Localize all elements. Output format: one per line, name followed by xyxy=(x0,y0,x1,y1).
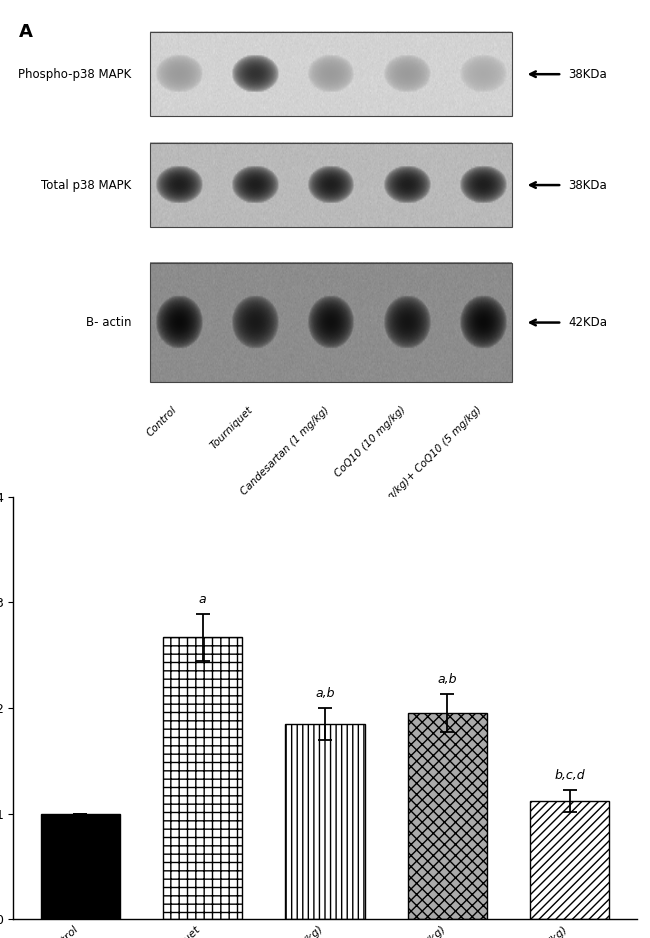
Text: b,c,d: b,c,d xyxy=(554,769,585,782)
Bar xyxy=(530,801,610,919)
Text: 42KDa: 42KDa xyxy=(568,316,607,329)
Bar xyxy=(150,263,512,383)
Text: 38KDa: 38KDa xyxy=(568,178,607,191)
Bar xyxy=(285,724,365,919)
Bar xyxy=(163,637,242,919)
Bar xyxy=(150,32,512,116)
Text: B- actin: B- actin xyxy=(86,316,131,329)
Text: 38KDa: 38KDa xyxy=(568,68,607,81)
Text: Total p38 MAPK: Total p38 MAPK xyxy=(42,178,131,191)
Text: CoQ10 (10 mg/kg): CoQ10 (10 mg/kg) xyxy=(333,404,408,479)
Bar xyxy=(408,713,487,919)
Text: Candesartan (0.5 mg/kg)+ CoQ10 (5 mg/kg): Candesartan (0.5 mg/kg)+ CoQ10 (5 mg/kg) xyxy=(313,404,483,575)
Bar xyxy=(150,143,512,227)
Text: Candesartan (1 mg/kg): Candesartan (1 mg/kg) xyxy=(239,404,332,497)
Text: Phospho-p38 MAPK: Phospho-p38 MAPK xyxy=(18,68,131,81)
Text: Tourniquet: Tourniquet xyxy=(209,404,255,451)
Text: Control: Control xyxy=(146,404,179,438)
Text: a,b: a,b xyxy=(315,687,335,700)
Text: A: A xyxy=(20,23,33,41)
Text: a,b: a,b xyxy=(437,673,457,686)
Bar xyxy=(40,813,120,919)
Text: a: a xyxy=(199,593,207,606)
